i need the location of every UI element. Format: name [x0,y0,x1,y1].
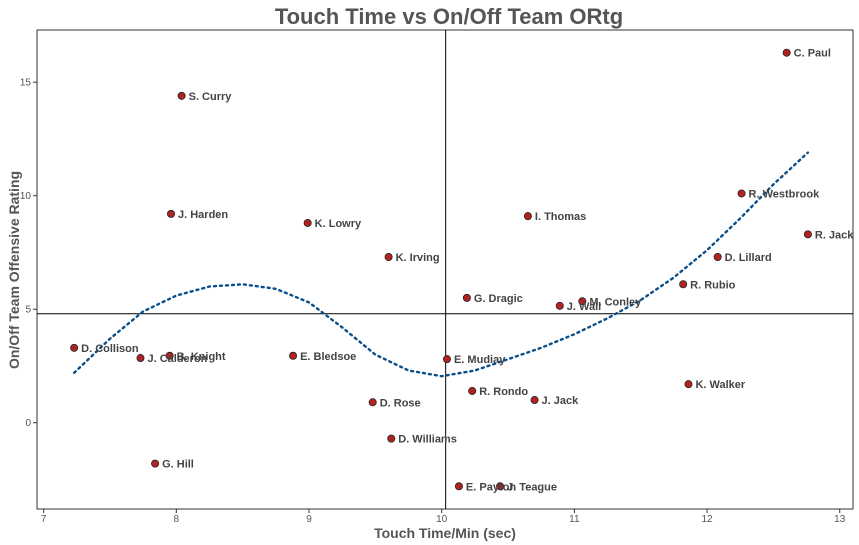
data-point [303,218,312,227]
data-point-label: K. Walker [695,379,745,391]
data-point-label: R. Westbrook [749,188,821,200]
data-point [368,398,377,407]
data-point [167,209,176,218]
data-point [468,386,477,395]
y-axis-title: On/Off Team Offensive Rating [6,171,22,369]
data-point [679,280,688,289]
y-tick-label: 5 [25,305,31,316]
x-tick-label: 13 [834,514,846,525]
y-tick-label: 15 [20,78,32,89]
data-point-label: R. Rubio [690,279,735,291]
data-point [70,343,79,352]
data-point-label: J. Calderon [147,353,207,365]
x-tick-label: 12 [701,514,713,525]
data-point [151,459,160,468]
data-point-label: G. Dragic [474,293,523,305]
data-point [454,482,463,491]
data-point-label: J. Harden [178,209,228,221]
data-point-label: M. Conley [589,296,642,308]
data-point [530,396,539,405]
y-axis: 0 5 10 15 [20,78,37,429]
data-point [803,230,812,239]
data-point-label: C. Paul [794,48,831,60]
y-tick-label: 0 [25,418,31,429]
data-point-label: D. Collison [81,343,139,355]
trend-line-group [72,151,810,378]
data-point-label: R. Jack [815,229,854,241]
data-point [555,301,564,310]
x-axis: 7 8 9 10 11 12 13 [41,509,846,525]
plot-panel [36,29,854,510]
point-labels: C. Paul S. Curry R. Westbrook J. Harden I. T… [81,48,854,494]
data-point [737,189,746,198]
trend-line [72,151,810,378]
data-point-label: D. Rose [380,397,421,409]
data-point-label: J. Wall [567,301,601,313]
x-tick-label: 8 [174,514,180,525]
data-point [782,48,791,57]
data-point-label: B. Knight [177,351,226,363]
data-point-label: G. Hill [162,459,194,471]
data-point-label: E. Mudiay [454,354,506,366]
x-tick-label: 7 [41,514,47,525]
x-tick-label: 11 [569,514,580,525]
data-point [136,354,145,363]
data-point-label: J. Jack [542,395,580,407]
chart-title: Touch Time vs On/Off Team ORtg [275,4,623,29]
data-point [177,91,186,100]
x-tick-label: 10 [436,514,448,525]
data-point [684,380,693,389]
data-point [165,351,174,360]
data-points [70,48,812,491]
data-point [387,434,396,443]
data-point-label: J. Teague [507,481,557,493]
data-point [496,482,505,491]
data-point [523,212,532,221]
data-point [442,355,451,364]
data-point-label: E. Bledsoe [300,351,356,363]
data-point-label: R. Rondo [479,386,528,398]
data-point [713,253,722,262]
y-tick-label: 10 [20,191,32,202]
data-point-label: D. Lillard [725,252,772,264]
data-point [289,351,298,360]
data-point-label: I. Thomas [535,211,586,223]
data-point [462,293,471,302]
data-point-label: S. Curry [189,91,233,103]
x-axis-title: Touch Time/Min (sec) [374,525,516,541]
data-point [578,297,587,306]
x-tick-label: 9 [306,514,312,525]
data-point-label: E. Payton [466,481,516,493]
data-point-label: K. Irving [396,252,440,264]
data-point [384,253,393,262]
data-point-label: D. Williams [398,434,457,446]
reference-lines [37,30,853,509]
data-point-label: K. Lowry [315,218,362,230]
